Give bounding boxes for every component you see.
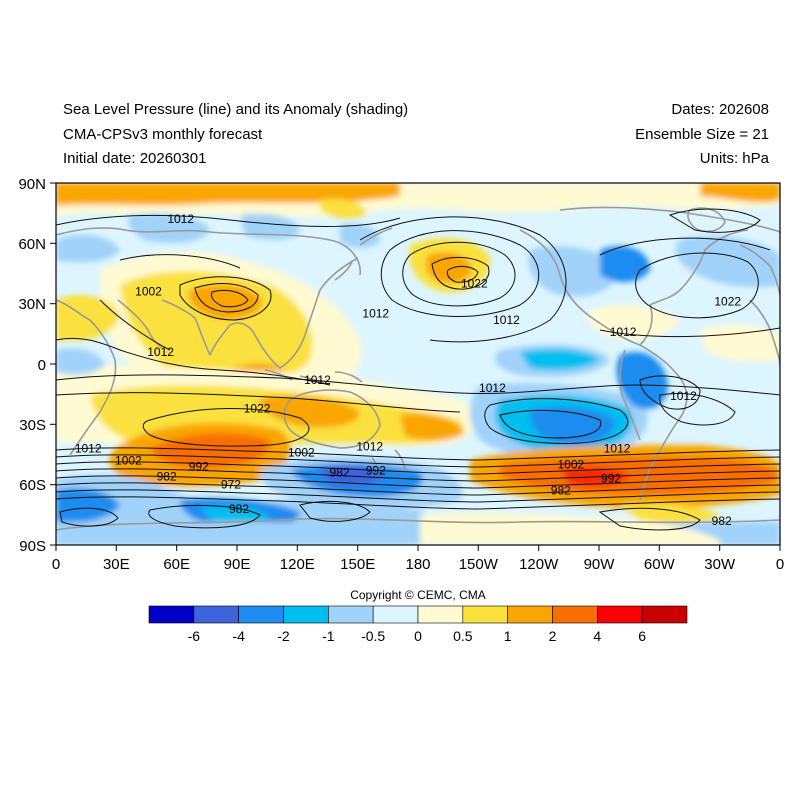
contour-label-layer: 1012 1002 1012 1012 1022 1012 1022 1012 1012 1012… [75,212,742,528]
contour-label: 992 [189,460,209,474]
dates-label: Dates: 202608 [671,101,769,118]
anomaly-shading [56,183,780,545]
contour-label: 1012 [362,307,389,321]
lon-label: 60E [163,556,190,573]
colorbar-swatch [552,605,598,624]
lon-label: 150E [340,556,375,573]
ensemble-size-label: Ensemble Size = 21 [635,126,769,143]
lat-label: 90S [19,538,46,555]
contour-label: 1002 [557,458,584,472]
contour-label: 1012 [167,212,194,226]
colorbar-label: -2 [277,628,290,644]
title-line-3: Initial date: 20260301 [63,150,207,167]
contour-label: 982 [229,502,249,516]
contour-label: 982 [157,470,177,484]
colorbar-swatch [328,605,374,624]
colorbar-label: -1 [322,628,335,644]
lon-label: 0 [52,556,60,573]
lat-label: 60S [19,477,46,494]
contour-label: 1012 [670,389,697,403]
contour-label: 1012 [304,373,331,387]
contour-label: 982 [712,514,732,528]
contour-label: 1002 [288,446,315,460]
axis-ticks [50,182,781,551]
colorbar-label: -0.5 [361,628,386,644]
lat-label: 0 [38,357,46,374]
colorbar-swatch [641,605,688,624]
contour-label: 1012 [493,313,520,327]
lon-label: 0 [776,556,784,573]
slp-contours [56,208,780,531]
contour-label: 1002 [135,285,162,299]
contour-label: 982 [551,484,571,498]
lon-label: 90E [224,556,251,573]
colorbar-label: -4 [232,628,245,644]
contour-label: 1002 [115,454,142,468]
contour-label: 1012 [610,325,637,339]
contour-label: 1012 [147,345,174,359]
colorbar-label: 0 [414,628,422,644]
units-label: Units: hPa [699,150,769,167]
contour-label: 982 [330,466,350,480]
colorbar-swatch [462,605,508,624]
colorbar-swatch [238,605,284,624]
copyright-label: Copyright © CEMC, CMA [350,588,486,602]
colorbar-swatch [193,605,239,624]
contour-label: 992 [366,464,386,478]
lon-label: 30W [704,556,736,573]
colorbar-swatch [372,605,419,624]
lon-label: 120W [519,556,559,573]
colorbar-swatch [597,605,643,624]
contour-label: 1022 [714,295,741,309]
colorbar [148,605,688,624]
contour-label: 972 [221,478,241,492]
colorbar-label: 0.5 [453,628,473,644]
colorbar-label: 2 [548,628,557,644]
contour-label: 1022 [461,277,488,291]
colorbar-swatch [507,605,553,624]
lon-label: 60W [644,556,676,573]
lat-label: 30N [18,296,46,313]
colorbar-swatch [148,605,195,624]
title-line-2: CMA-CPSv3 monthly forecast [63,126,263,143]
contour-label: 1012 [479,381,506,395]
colorbar-label: 6 [638,628,647,644]
contour-label: 1012 [75,441,102,455]
lon-label: 180 [405,556,430,573]
lat-label: 90N [18,176,46,193]
lon-label: 90W [584,556,616,573]
lon-label: 150W [459,556,499,573]
colorbar-swatch [417,605,464,624]
lon-label: 30E [103,556,130,573]
colorbar-label: 1 [503,628,512,644]
contour-label: 1012 [356,439,383,453]
lat-label: 30S [19,417,46,434]
colorbar-swatch [283,605,329,624]
contour-label: 1022 [244,401,271,415]
colorbar-label: -6 [187,628,201,644]
lon-label: 120E [280,556,315,573]
contour-label: 1012 [604,441,631,455]
title-line-1: Sea Level Pressure (line) and its Anomal… [63,101,409,118]
lat-label: 60N [18,236,46,253]
contour-label: 992 [601,472,621,486]
colorbar-label: 4 [593,628,602,644]
